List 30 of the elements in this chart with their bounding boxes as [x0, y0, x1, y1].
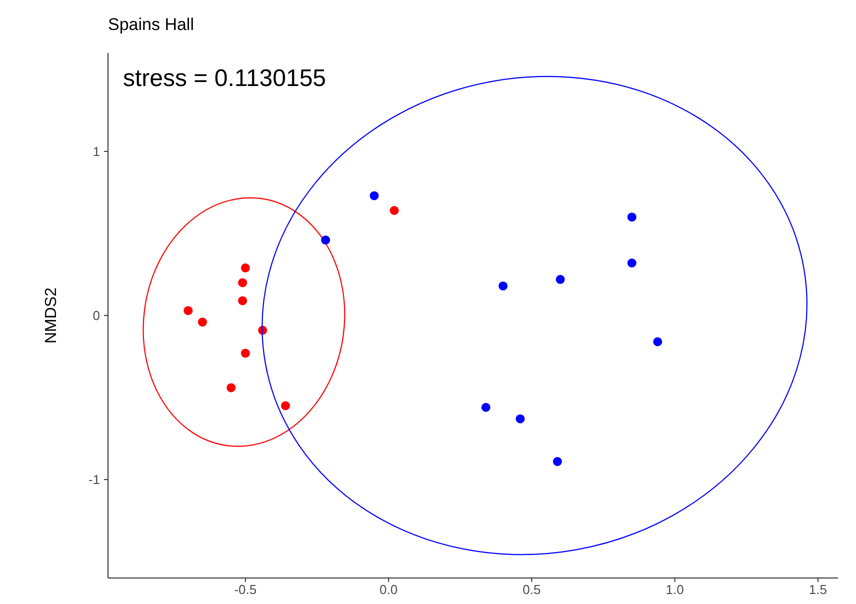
x-tick-label: 1.5 — [808, 582, 827, 597]
annotation: stress = 0.1130155 — [123, 65, 326, 92]
point — [653, 337, 662, 346]
point — [226, 383, 236, 392]
point — [370, 191, 379, 200]
point — [238, 278, 248, 288]
point — [627, 258, 636, 268]
point — [198, 318, 207, 327]
point — [280, 401, 290, 410]
x-tick-label: -0.5 — [234, 582, 257, 597]
point — [184, 306, 193, 316]
chart-title: Spains Hall — [108, 15, 194, 34]
point — [552, 457, 562, 466]
x-tick-label: 0.5 — [522, 582, 541, 597]
point — [556, 274, 565, 284]
point — [498, 281, 508, 290]
y-tick-label: 0 — [92, 308, 100, 323]
point — [321, 236, 330, 245]
y-tick-label: 1 — [92, 144, 100, 159]
x-tick-label: 0.0 — [380, 582, 398, 597]
point — [390, 206, 399, 215]
y-tick-label: -1 — [88, 472, 100, 488]
point — [627, 212, 636, 222]
y-axis-title: NMDS2 — [43, 287, 60, 344]
point — [240, 263, 250, 272]
point — [516, 414, 525, 424]
point — [238, 296, 248, 306]
point — [481, 402, 490, 412]
x-tick-label: 1.0 — [666, 582, 684, 597]
point — [240, 348, 250, 358]
